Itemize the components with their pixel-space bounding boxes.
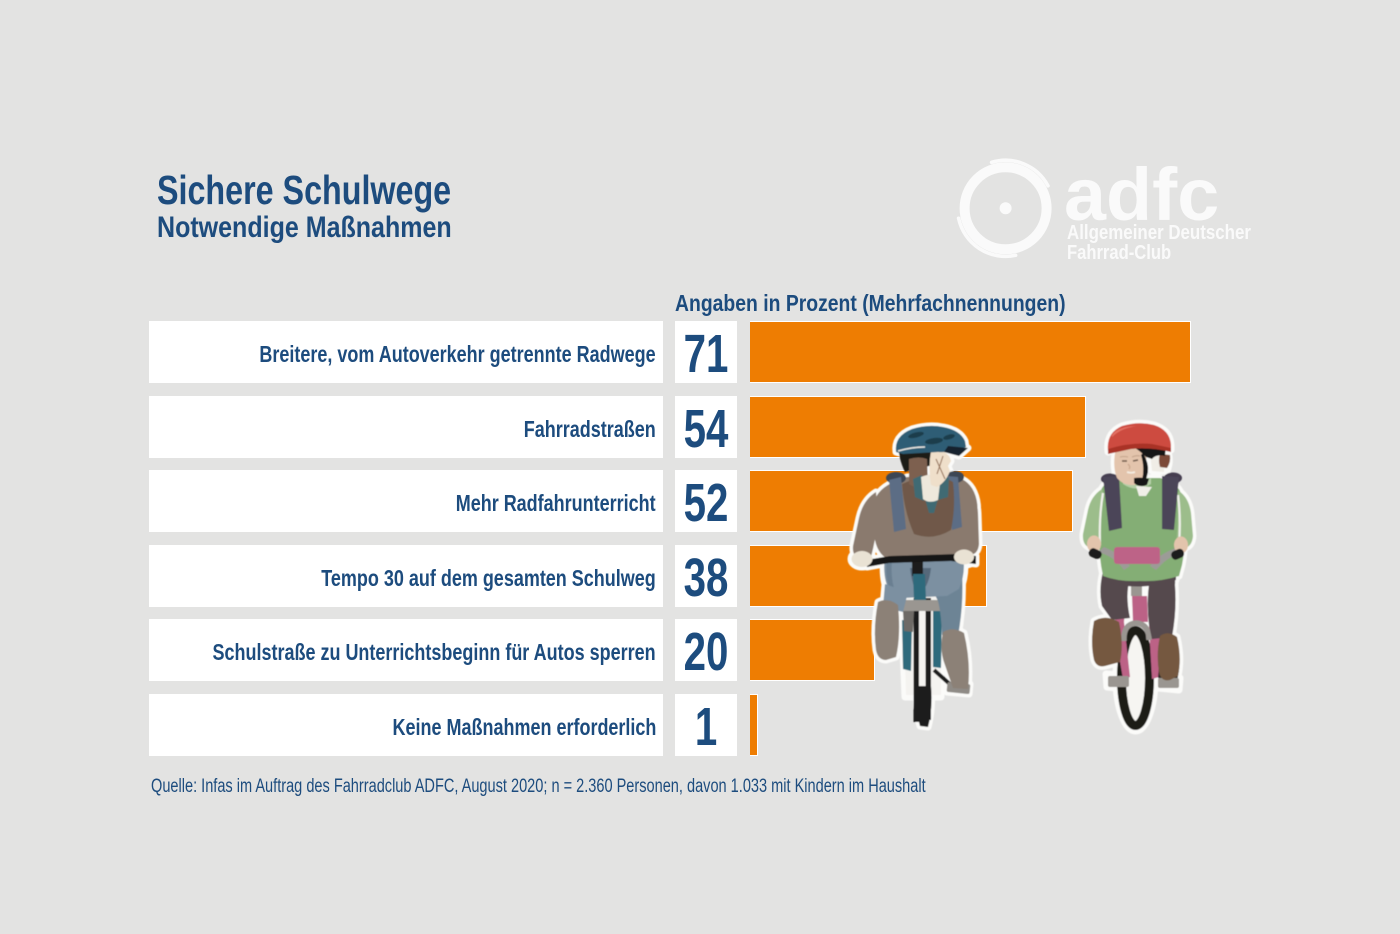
- svg-text:Allgemeiner Deutscher: Allgemeiner Deutscher: [1067, 221, 1251, 244]
- svg-text:Fahrrad-Club: Fahrrad-Club: [1067, 241, 1171, 264]
- svg-text:adfc: adfc: [1064, 153, 1219, 236]
